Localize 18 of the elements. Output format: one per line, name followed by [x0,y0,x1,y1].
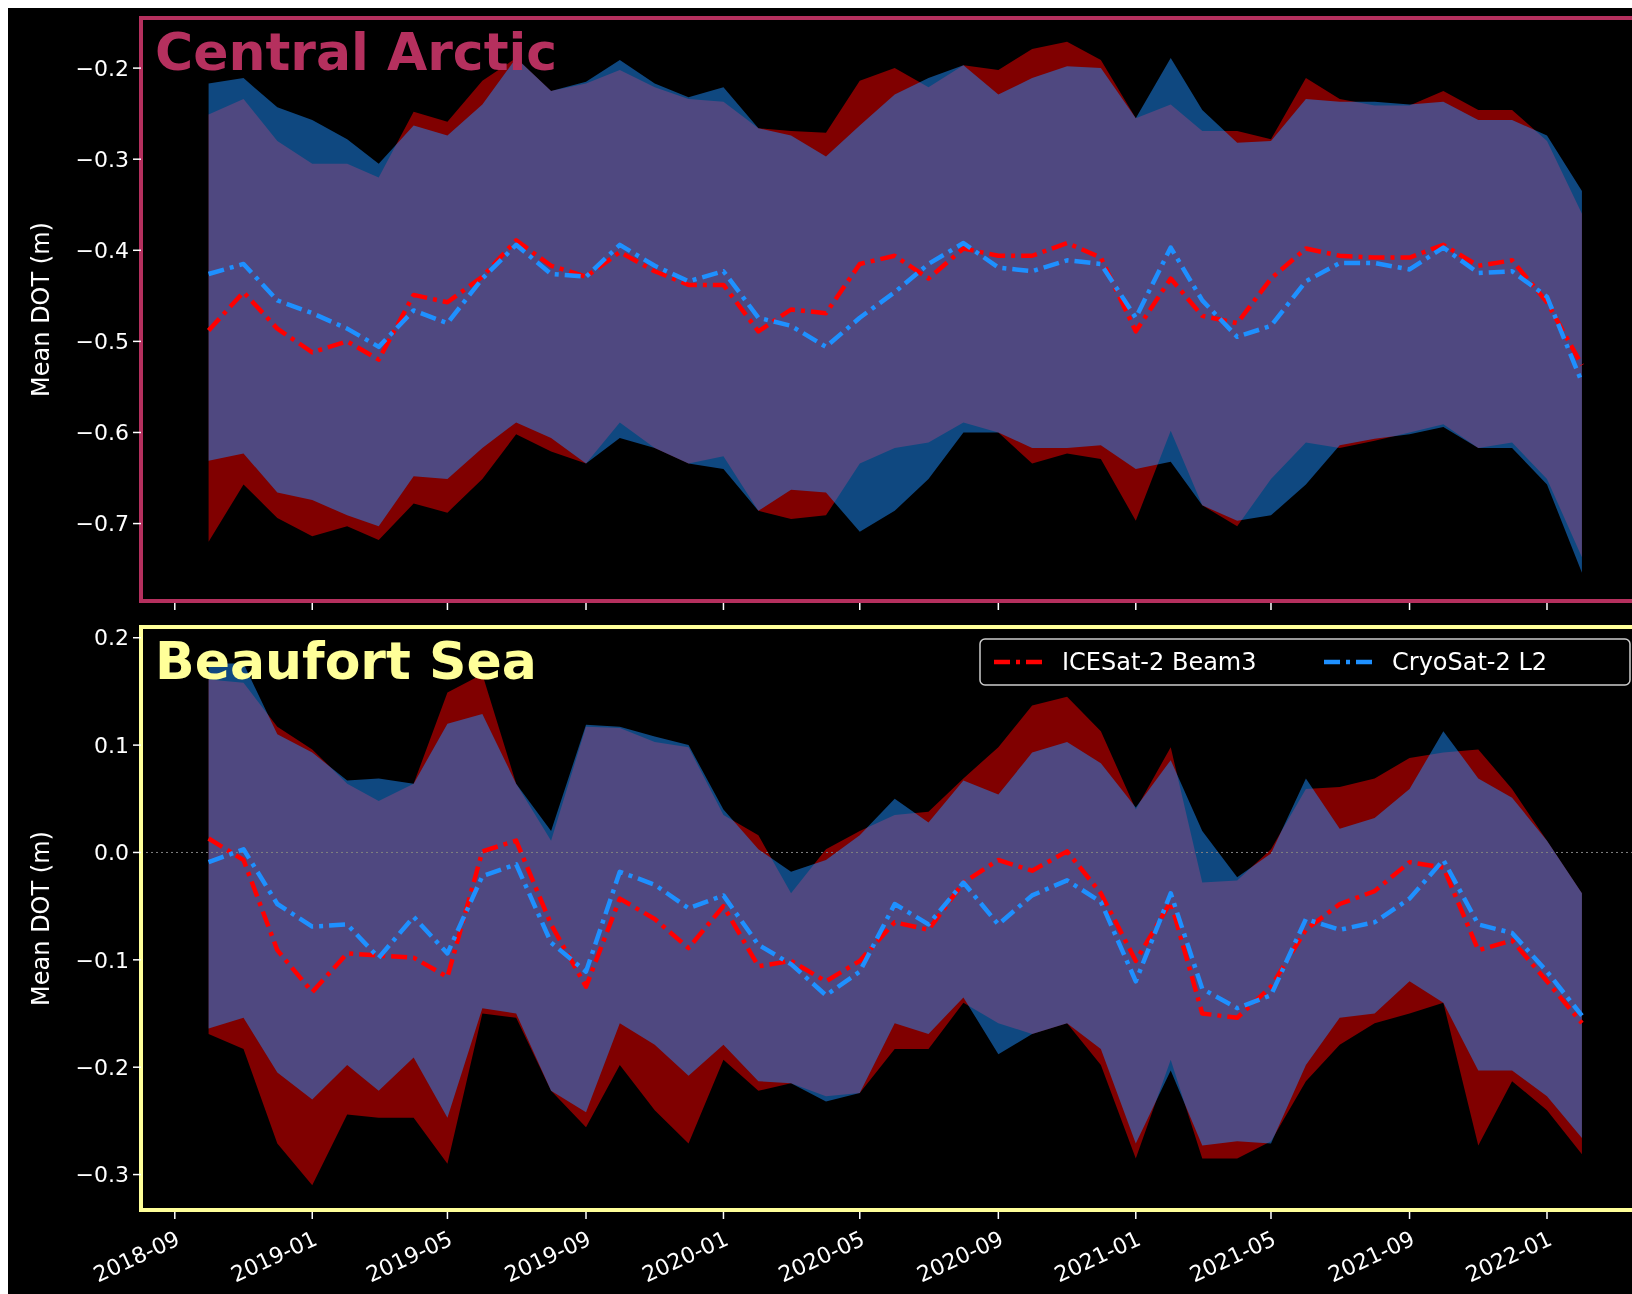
legend-label: ICESat-2 Beam3 [1062,648,1257,677]
y-tick-label: 0.1 [94,732,129,758]
y-tick-label: −0.5 [75,329,129,355]
y-tick-label: −0.4 [75,237,129,263]
y-tick-label: −0.2 [75,55,129,81]
y-tick-label: −0.2 [75,1054,129,1080]
y-tick-label: 0.0 [94,840,129,866]
y-axis-title: Mean DOT (m) [27,222,55,397]
legend-label: CryoSat-2 L2 [1392,648,1548,677]
y-tick-label: −0.3 [75,1162,129,1188]
y-tick-label: −0.6 [75,420,129,446]
y-tick-label: −0.1 [75,947,129,973]
chart-title: Central Arctic [155,22,558,82]
y-tick-label: −0.7 [75,511,129,537]
y-tick-label: −0.3 [75,146,129,172]
chart-title: Beaufort Sea [155,631,537,691]
y-tick-label: 0.2 [94,625,129,651]
y-axis-title: Mean DOT (m) [27,831,55,1006]
